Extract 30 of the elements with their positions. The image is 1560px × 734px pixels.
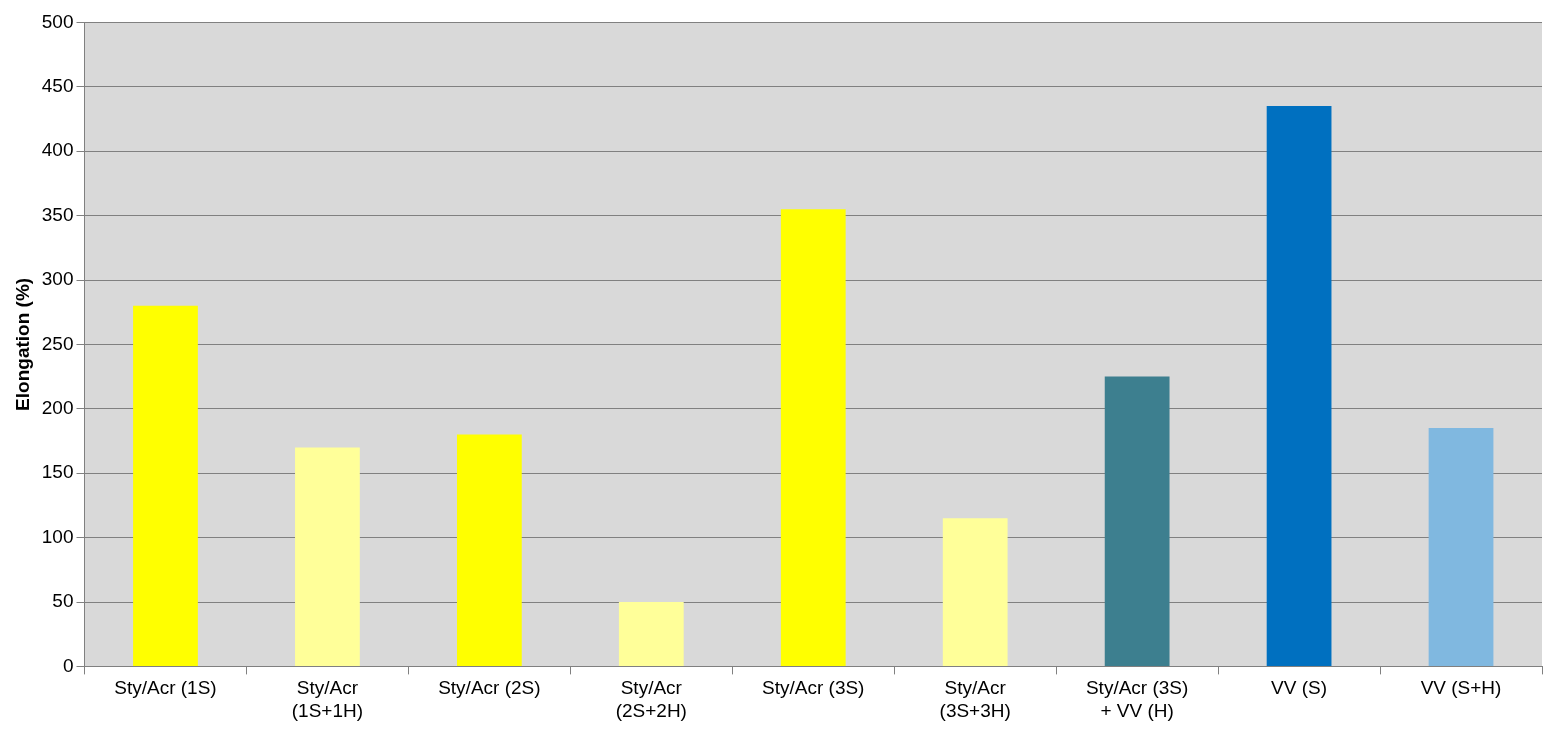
bar (1428, 428, 1494, 666)
x-tick-label: Sty/Acr (3S) + VV (H) (1085, 677, 1189, 721)
x-tick-label: VV (S) (1271, 677, 1328, 699)
bar (1104, 376, 1170, 666)
y-axis-title: Elongation (%) (11, 277, 33, 411)
bar (780, 209, 846, 666)
x-tick-label: Sty/Acr (1S+1H) (291, 677, 364, 721)
y-tick-label: 500 (41, 10, 74, 32)
x-tick-label: Sty/Acr (2S+2H) (615, 677, 687, 721)
y-tick-label: 450 (41, 75, 74, 97)
bar (618, 602, 684, 666)
y-tick-label: 400 (41, 139, 74, 161)
x-tick-label: VV (S+H) (1420, 677, 1502, 699)
bar (133, 305, 198, 666)
y-tick-label: 100 (41, 525, 74, 547)
bar (942, 518, 1008, 666)
x-tick-label: Sty/Acr (2S) (438, 677, 541, 699)
x-tick-label: Sty/Acr (1S) (114, 677, 217, 699)
x-tick-label: Sty/Acr (3S) (762, 677, 865, 699)
y-tick-label: 350 (41, 203, 74, 225)
bar (1266, 106, 1332, 666)
bar (456, 434, 522, 666)
bar (295, 447, 360, 666)
x-tick-label: Sty/Acr (3S+3H) (939, 677, 1011, 721)
y-tick-label: 150 (41, 461, 74, 483)
y-tick-label: 200 (41, 397, 74, 419)
y-tick-label: 250 (41, 332, 74, 354)
y-tick-label: 300 (41, 268, 74, 290)
y-tick-label: 50 (52, 590, 74, 612)
y-tick-label: 0 (62, 654, 74, 676)
